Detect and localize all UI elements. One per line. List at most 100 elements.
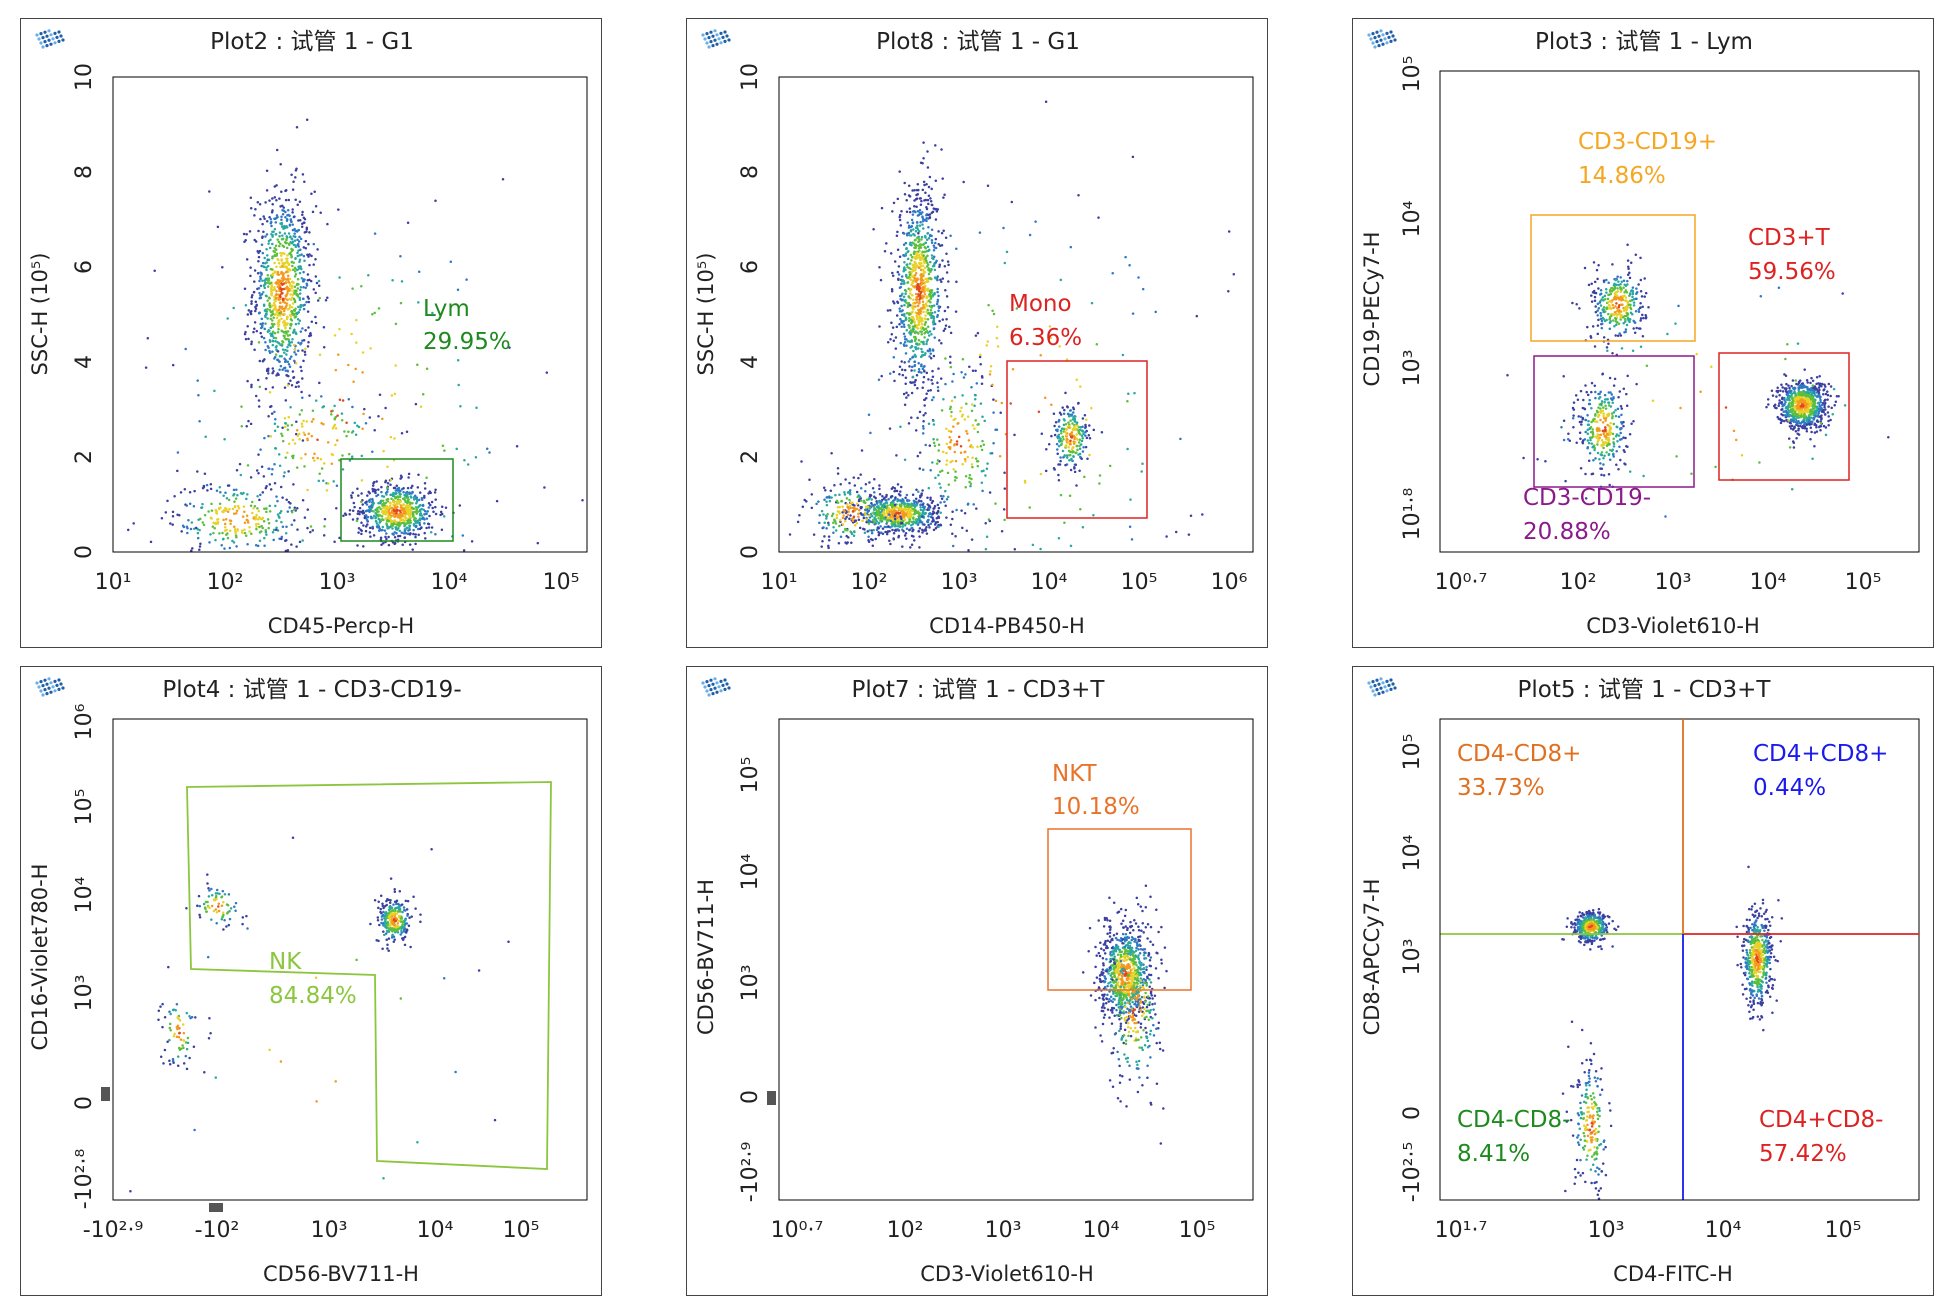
scatter-point — [358, 506, 362, 510]
scatter-point — [1594, 305, 1597, 308]
scatter-point — [928, 304, 931, 308]
scatter-point — [255, 303, 258, 307]
scatter-point — [898, 323, 901, 326]
scatter-point — [252, 290, 256, 294]
scatter-point — [851, 519, 855, 523]
scatter-point — [1067, 449, 1071, 453]
scatter-point — [381, 503, 384, 506]
scatter-point — [293, 266, 297, 270]
scatter-point — [393, 536, 397, 539]
scatter-point — [279, 265, 282, 269]
scatter-point — [440, 505, 444, 508]
scatter-point — [922, 306, 925, 309]
scatter-point — [378, 505, 381, 509]
scatter-point — [991, 383, 994, 387]
scatter-point — [253, 280, 256, 283]
scatter-point — [934, 144, 937, 147]
scatter-point — [259, 217, 262, 221]
scatter-point — [293, 232, 296, 235]
scatter-point — [281, 252, 284, 255]
scatter-point — [289, 406, 292, 409]
scatter-point — [922, 156, 925, 160]
scatter-point — [920, 322, 924, 326]
scatter-point — [1069, 468, 1073, 472]
scatter-point — [276, 330, 280, 334]
scatter-point — [354, 433, 358, 437]
scatter-point — [299, 248, 302, 251]
scatter-point — [925, 214, 928, 217]
scatter-point — [298, 253, 302, 257]
scatter-point — [905, 493, 909, 497]
scatter-point — [225, 507, 228, 511]
scatter-point — [303, 353, 307, 356]
scatter-point — [886, 530, 890, 533]
scatter-point — [932, 327, 936, 330]
scatter-point — [290, 220, 293, 223]
scatter-point — [911, 355, 915, 358]
scatter-point — [1639, 327, 1642, 330]
scatter-point — [273, 463, 276, 466]
scatter-point — [855, 502, 859, 506]
scatter-point — [357, 526, 361, 530]
scatter-point — [1603, 298, 1607, 301]
scatter-point — [285, 237, 288, 241]
scatter-point — [282, 206, 285, 209]
scatter-point — [910, 311, 914, 314]
scatter-point — [1052, 412, 1056, 415]
scatter-point — [939, 377, 943, 380]
scatter-point — [908, 210, 912, 214]
scatter-point — [937, 367, 940, 370]
scatter-point — [303, 516, 307, 519]
scatter-point — [412, 523, 416, 526]
scatter-point — [255, 527, 258, 531]
scatter-point — [921, 223, 924, 226]
scatter-point — [936, 386, 940, 389]
scatter-point — [987, 303, 990, 307]
scatter-point — [281, 496, 284, 499]
scatter-point — [303, 259, 306, 262]
scatter-point — [415, 507, 418, 511]
scatter-point — [364, 509, 368, 513]
scatter-point — [212, 521, 215, 525]
scatter-point — [887, 513, 891, 516]
scatter-point — [906, 266, 909, 269]
scatter-point — [1028, 506, 1031, 509]
scatter-point — [341, 468, 345, 471]
scatter-point — [881, 527, 885, 530]
scatter-point — [271, 530, 275, 534]
scatter-point — [1059, 437, 1062, 440]
scatter-point — [877, 500, 880, 503]
scatter-point — [356, 512, 360, 515]
scatter-point — [399, 492, 402, 496]
scatter-point — [1063, 521, 1066, 524]
scatter-point — [1079, 385, 1082, 388]
scatter-point — [281, 263, 285, 266]
scatter-point — [900, 502, 904, 505]
gate-mono[interactable] — [1006, 360, 1148, 519]
scatter-point — [911, 522, 915, 526]
scatter-point — [266, 264, 270, 268]
scatter-point — [944, 357, 947, 360]
scatter-point — [1098, 474, 1102, 477]
scatter-point — [905, 199, 908, 202]
scatter-point — [864, 490, 867, 493]
scatter-point — [1028, 233, 1032, 237]
scatter-point — [440, 512, 444, 516]
scatter-point — [263, 286, 267, 290]
scatter-point — [244, 534, 248, 538]
scatter-point — [270, 224, 273, 228]
scatter-point — [955, 280, 958, 284]
gate-lym[interactable] — [340, 458, 454, 542]
scatter-point — [936, 208, 940, 211]
scatter-point — [392, 494, 395, 498]
scatter-point — [293, 316, 297, 319]
scatter-point — [949, 365, 953, 369]
scatter-point — [271, 334, 274, 338]
logo-dot — [1389, 39, 1393, 43]
scatter-point — [259, 284, 263, 288]
scatter-point — [1049, 336, 1053, 340]
scatter-point — [1000, 401, 1004, 405]
scatter-point — [909, 546, 912, 549]
scatter-point — [965, 429, 968, 433]
scatter-point — [908, 518, 911, 522]
